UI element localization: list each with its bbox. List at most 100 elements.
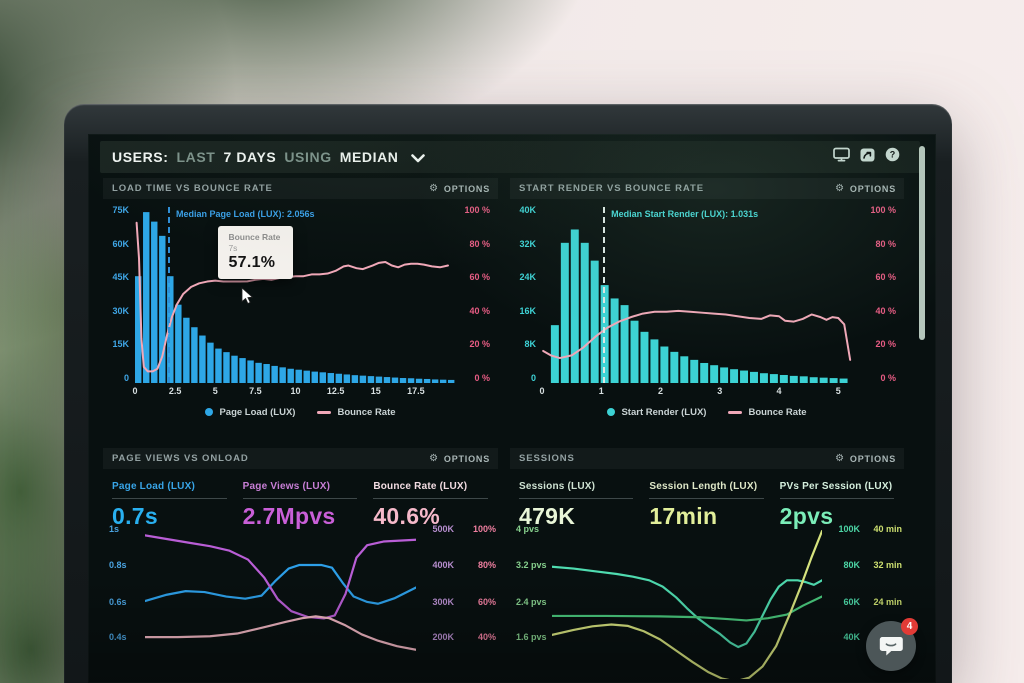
title-segment: LAST <box>176 149 216 165</box>
metric-divider <box>519 498 634 499</box>
y-axis-tick: 40K <box>843 632 860 643</box>
y-axis-tick: 0 <box>530 372 536 383</box>
chart-plot <box>145 521 416 679</box>
metric-label: Bounce Rate (LUX) <box>373 481 468 492</box>
x-axis-tick: 1 <box>598 386 604 396</box>
y-axis-tick: 40 % <box>469 305 490 316</box>
options-button[interactable]: ⚙ OPTIONS <box>835 183 896 194</box>
x-axis-tick: 10 <box>290 386 301 396</box>
users-filter-title[interactable]: USERS: LAST 7 DAYS USING MEDIAN <box>112 149 425 165</box>
panel-page-views: PAGE VIEWS VS ONLOAD ⚙ OPTIONS Page Load … <box>103 448 498 681</box>
legend-marker <box>607 408 616 416</box>
chart-plot <box>552 521 822 679</box>
y-axis-tick: 60K 24 min <box>843 596 902 607</box>
panel-header: SESSIONS ⚙ OPTIONS <box>510 448 904 469</box>
title-segment: MEDIAN <box>339 149 399 165</box>
laptop-bezel: USERS: LAST 7 DAYS USING MEDIAN ? LOAD T… <box>64 104 952 683</box>
chevron-down-icon[interactable] <box>410 153 425 163</box>
x-axis-tick: 17.5 <box>407 386 425 396</box>
display-icon[interactable] <box>833 147 850 162</box>
tooltip: Bounce Rate 7s 57.1% <box>218 226 294 280</box>
panel-header: START RENDER VS BOUNCE RATE ⚙ OPTIONS <box>510 178 904 199</box>
start-render-chart: 40K 32K 24K 16K 8K 0 Median Start Render (LUX… <box>510 205 904 423</box>
metric-label: Page Views (LUX) <box>242 481 331 492</box>
y-axis-tick: 0.6s <box>109 596 127 607</box>
x-axis: 0 2.5 5 7.5 10 12.5 15 17.5 <box>132 383 456 401</box>
median-marker <box>167 207 170 383</box>
y-axis-tick: 200K 40% <box>432 632 496 643</box>
panel-header: LOAD TIME VS BOUNCE RATE ⚙ OPTIONS <box>103 178 498 199</box>
legend-item: Bounce Rate <box>728 407 807 418</box>
y-axis-tick: 3.2 pvs <box>516 560 547 571</box>
gear-icon: ⚙ <box>835 452 845 464</box>
y-axis-tick: 100 % <box>464 205 490 215</box>
metric-session-length: Session Length (LUX) 17min <box>649 476 764 530</box>
y-axis-tick: 60 % <box>875 272 896 283</box>
panel-load-time: LOAD TIME VS BOUNCE RATE ⚙ OPTIONS 75K 60K… <box>103 178 498 442</box>
chart-plot: Median Start Render (LUX): 1.031s <box>542 205 862 383</box>
y-axis-tick: 80 % <box>875 238 896 249</box>
metric-value: 40.6% <box>373 503 441 529</box>
panel-start-render: START RENDER VS BOUNCE RATE ⚙ OPTIONS 40K… <box>510 178 904 442</box>
y-axis-tick: 40K <box>519 205 536 215</box>
median-marker <box>603 207 606 383</box>
share-icon[interactable] <box>860 148 875 162</box>
options-button[interactable]: ⚙ OPTIONS <box>429 182 490 194</box>
metric-divider <box>112 498 227 499</box>
metric-bounce-rate: Bounce Rate (LUX) 40.6% <box>373 476 488 530</box>
metric-value: 2pvs <box>779 503 834 529</box>
y-axis-tick: 0.4s <box>109 632 127 643</box>
x-axis-tick: 7.5 <box>249 386 262 396</box>
y-axis-tick: 16K <box>519 305 536 316</box>
median-label: Median Start Render (LUX): 1.031s <box>611 209 759 219</box>
chart-legend: Page Load (LUX) Bounce Rate <box>103 401 498 423</box>
header-bar: USERS: LAST 7 DAYS USING MEDIAN <box>100 141 920 173</box>
panel-title: SESSIONS <box>519 453 575 464</box>
gear-icon: ⚙ <box>429 182 439 194</box>
y-axis-tick: 4 pvs <box>516 523 540 534</box>
options-button[interactable]: ⚙ OPTIONS <box>429 453 490 464</box>
metric-pvs-per-session: PVs Per Session (LUX) 2pvs <box>779 476 894 530</box>
panel-title: LOAD TIME VS BOUNCE RATE <box>112 183 273 194</box>
metrics-row: Page Load (LUX) 0.7s Page Views (LUX) 2.… <box>103 469 498 529</box>
x-axis-tick: 3 <box>717 386 723 396</box>
y-axis-left: 75K 60K 45K 30K 15K 0 <box>103 205 135 383</box>
median-label: Median Page Load (LUX): 2.056s <box>175 209 315 219</box>
y-axis-left: 1s 0.8s 0.6s 0.4s <box>103 521 145 679</box>
y-axis-tick: 80 % <box>469 238 490 249</box>
y-axis-tick: 20 % <box>875 339 896 350</box>
y-axis-tick: 20 % <box>469 339 490 350</box>
x-axis-tick: 0 <box>539 386 545 396</box>
panel-title: START RENDER VS BOUNCE RATE <box>519 183 704 194</box>
metric-page-load: Page Load (LUX) 0.7s <box>112 476 227 530</box>
y-axis-tick: 1.6 pvs <box>516 632 547 643</box>
y-axis-tick: 100 % <box>870 205 896 215</box>
metric-page-views: Page Views (LUX) 2.7Mpvs <box>242 476 358 530</box>
scrollbar-thumb[interactable] <box>919 146 925 340</box>
x-axis-tick: 5 <box>835 386 841 396</box>
svg-text:?: ? <box>890 150 896 160</box>
metrics-row: Sessions (LUX) 479K Session Length (LUX)… <box>510 469 904 529</box>
chat-widget-button[interactable]: 4 <box>866 618 918 671</box>
options-button[interactable]: ⚙ OPTIONS <box>835 452 896 464</box>
y-axis-tick: 15K <box>112 339 129 350</box>
page-views-chart: 1s 0.8s 0.6s 0.4s 500K 100% 400K 80% 300K 60% 200… <box>103 521 498 679</box>
y-axis-left: 40K 32K 24K 16K 8K 0 <box>510 205 542 383</box>
legend-item: Page Load (LUX) <box>205 407 295 418</box>
x-axis-tick: 2 <box>658 386 664 396</box>
chart-plot: Median Page Load (LUX): 2.056s Bounce Rat… <box>135 205 456 383</box>
metric-value: 479K <box>519 503 576 529</box>
panel-sessions: SESSIONS ⚙ OPTIONS Sessions (LUX) 479K Se… <box>510 448 904 681</box>
x-axis-tick: 5 <box>212 386 218 396</box>
metric-label: Page Load (LUX) <box>112 481 196 492</box>
y-axis-tick: 8K <box>524 339 536 350</box>
help-icon[interactable]: ? <box>885 147 900 162</box>
panel-title: PAGE VIEWS VS ONLOAD <box>112 453 249 464</box>
legend-label: Bounce Rate <box>337 406 396 418</box>
y-axis-tick: 2.4 pvs <box>516 596 547 607</box>
x-axis: 0 1 2 3 4 5 <box>539 383 862 401</box>
toolbar: ? <box>833 147 900 162</box>
metric-sessions: Sessions (LUX) 479K <box>519 476 634 530</box>
y-axis-tick: 0 % <box>880 372 896 383</box>
chart-legend: Start Render (LUX) Bounce Rate <box>510 401 904 423</box>
